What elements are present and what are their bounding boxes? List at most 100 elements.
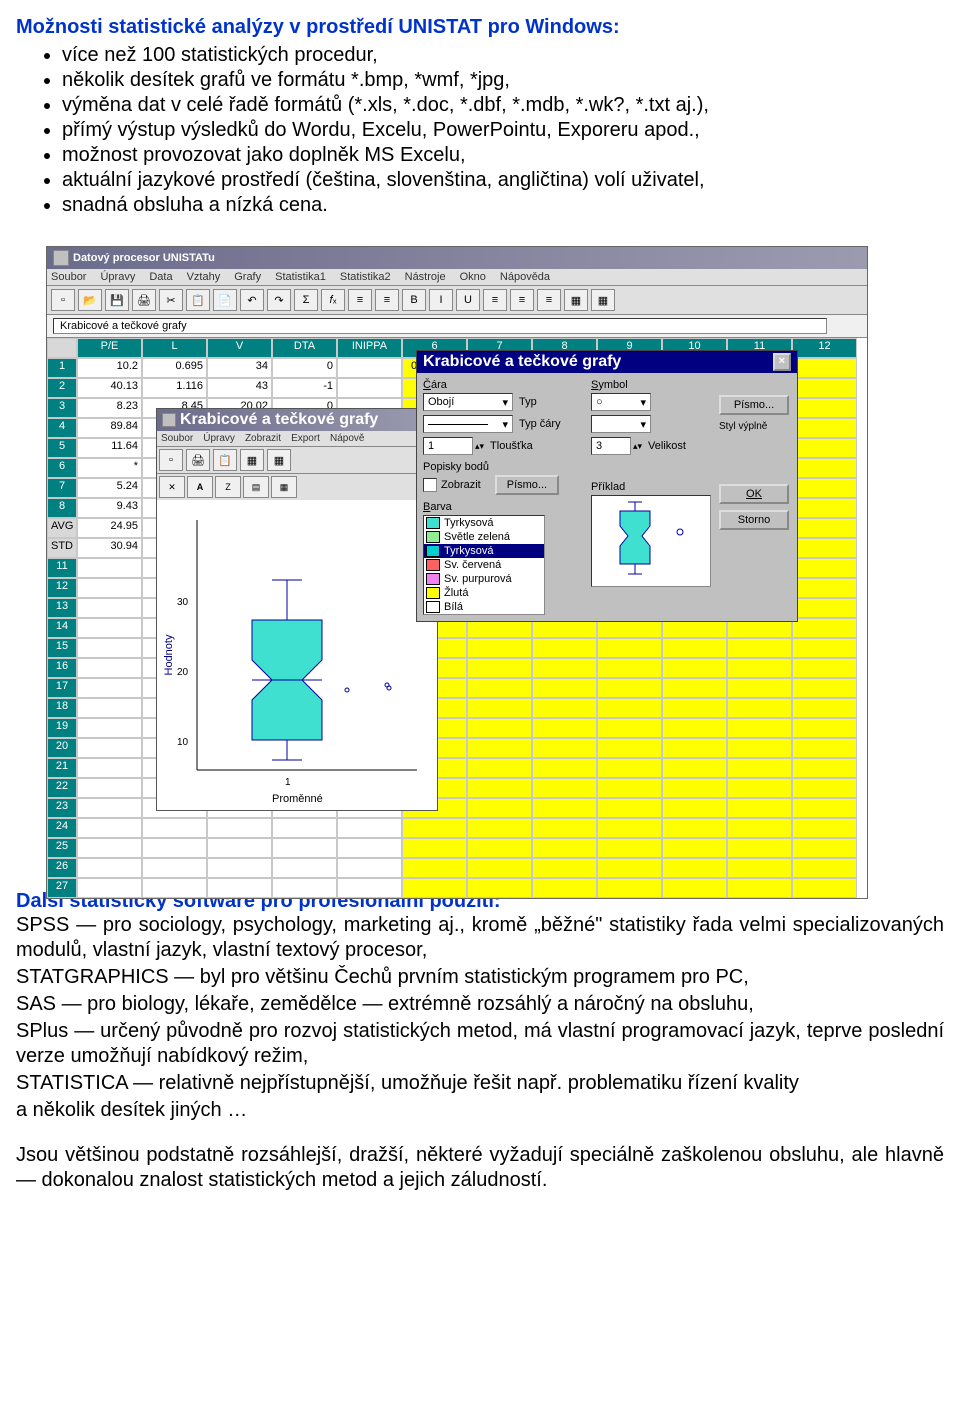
typ-field[interactable]: Obojí▾ — [423, 393, 513, 411]
cell[interactable] — [597, 638, 662, 658]
cell[interactable] — [532, 778, 597, 798]
tloustka-field[interactable]: 1 — [423, 437, 473, 455]
row-header[interactable]: 17 — [47, 678, 77, 698]
cell[interactable]: 43 — [207, 378, 272, 398]
toolbar-button[interactable]: 🖨 — [132, 289, 156, 311]
chart-toolbar[interactable]: ▫ 🖨 📋 ▦ ▦ — [157, 447, 437, 474]
toolbar-button[interactable]: ≡ — [483, 289, 507, 311]
cell[interactable] — [272, 858, 337, 878]
cell[interactable] — [467, 798, 532, 818]
menu-item[interactable]: Vztahy — [187, 271, 221, 283]
row-header[interactable]: 23 — [47, 798, 77, 818]
toolbar-button[interactable]: 📄 — [213, 289, 237, 311]
cell[interactable] — [597, 758, 662, 778]
row-header[interactable]: 18 — [47, 698, 77, 718]
cell[interactable] — [532, 758, 597, 778]
cell[interactable] — [532, 718, 597, 738]
toolbar-button[interactable]: Σ — [294, 289, 318, 311]
cell[interactable] — [792, 798, 857, 818]
cell[interactable] — [532, 818, 597, 838]
cell[interactable] — [142, 818, 207, 838]
toolbar-button[interactable]: ≡ — [375, 289, 399, 311]
cell[interactable] — [402, 858, 467, 878]
cell[interactable] — [792, 498, 857, 518]
cell[interactable] — [207, 858, 272, 878]
main-menubar[interactable]: SouborÚpravyDataVztahyGrafyStatistika1St… — [47, 269, 867, 286]
cell[interactable] — [727, 878, 792, 898]
cell[interactable]: 24.95 — [77, 518, 142, 538]
menu-item[interactable]: Grafy — [234, 271, 261, 283]
cell[interactable] — [532, 878, 597, 898]
cell[interactable] — [467, 658, 532, 678]
row-header[interactable]: 8 — [47, 498, 77, 518]
stylvypln-field[interactable]: ▾ — [591, 415, 651, 433]
row-header[interactable]: 14 — [47, 618, 77, 638]
cell[interactable] — [792, 618, 857, 638]
row-header[interactable]: 4 — [47, 418, 77, 438]
chart-tab[interactable]: A — [187, 476, 213, 498]
menu-item[interactable]: Soubor — [51, 271, 86, 283]
cell[interactable] — [662, 878, 727, 898]
cell[interactable] — [77, 638, 142, 658]
symboltyp-field[interactable]: ○▾ — [591, 393, 651, 411]
cell[interactable] — [792, 538, 857, 558]
toolbar-button[interactable]: ▫ — [51, 289, 75, 311]
cell[interactable] — [532, 738, 597, 758]
cell[interactable] — [597, 678, 662, 698]
cell[interactable] — [597, 738, 662, 758]
row-header[interactable]: 11 — [47, 558, 77, 578]
cell[interactable] — [597, 698, 662, 718]
cell[interactable] — [597, 818, 662, 838]
cell[interactable]: 89.84 — [77, 418, 142, 438]
chart-tool-btn[interactable]: ▦ — [240, 449, 264, 471]
row-header[interactable]: 16 — [47, 658, 77, 678]
cell[interactable] — [792, 778, 857, 798]
pismo-button-2[interactable]: Písmo... — [719, 395, 789, 415]
cell[interactable] — [792, 758, 857, 778]
cell[interactable] — [597, 778, 662, 798]
cell[interactable] — [792, 638, 857, 658]
cell[interactable] — [77, 598, 142, 618]
cell[interactable] — [727, 838, 792, 858]
cell[interactable] — [727, 818, 792, 838]
cell[interactable]: 1.116 — [142, 378, 207, 398]
color-option[interactable]: Bílá — [424, 600, 544, 614]
cell[interactable] — [467, 718, 532, 738]
cell[interactable] — [727, 758, 792, 778]
color-option[interactable]: Sv. červená — [424, 558, 544, 572]
color-option[interactable]: Tyrkysová — [424, 516, 544, 530]
color-listbox[interactable]: TyrkysováSvětle zelenáTyrkysováSv. červe… — [423, 515, 545, 615]
cell[interactable] — [532, 678, 597, 698]
row-header[interactable]: 2 — [47, 378, 77, 398]
toolbar-button[interactable]: 📂 — [78, 289, 102, 311]
chart-tab[interactable]: ✕ — [159, 476, 185, 498]
toolbar-button[interactable]: 📋 — [186, 289, 210, 311]
cell[interactable] — [467, 738, 532, 758]
chart-tab[interactable]: Z — [215, 476, 241, 498]
toolbar-button[interactable]: B — [402, 289, 426, 311]
row-header[interactable]: 22 — [47, 778, 77, 798]
cell[interactable] — [727, 658, 792, 678]
main-toolbar[interactable]: ▫📂💾🖨✂📋📄↶↷Σ𝑓ₓ≡≡BIU≡≡≡▦▦ — [47, 286, 867, 315]
cell[interactable] — [402, 878, 467, 898]
menu-item[interactable]: Export — [291, 433, 320, 444]
toolbar-button[interactable]: ✂ — [159, 289, 183, 311]
cell[interactable] — [337, 878, 402, 898]
cell[interactable] — [142, 878, 207, 898]
cell[interactable]: 0.695 — [142, 358, 207, 378]
toolbar-button[interactable]: I — [429, 289, 453, 311]
cell[interactable] — [792, 478, 857, 498]
zobrazit-checkbox[interactable] — [423, 478, 437, 492]
toolbar-button[interactable]: 𝑓ₓ — [321, 289, 345, 311]
chart-tab[interactable]: ▤ — [243, 476, 269, 498]
cell[interactable] — [792, 378, 857, 398]
cell[interactable] — [792, 878, 857, 898]
cell[interactable]: 11.64 — [77, 438, 142, 458]
row-header[interactable]: 5 — [47, 438, 77, 458]
chart-tool-btn[interactable]: 🖨 — [186, 449, 210, 471]
cell[interactable] — [727, 778, 792, 798]
cell[interactable] — [337, 358, 402, 378]
menu-item[interactable]: Statistika2 — [340, 271, 391, 283]
cell[interactable] — [532, 658, 597, 678]
row-header[interactable]: 12 — [47, 578, 77, 598]
